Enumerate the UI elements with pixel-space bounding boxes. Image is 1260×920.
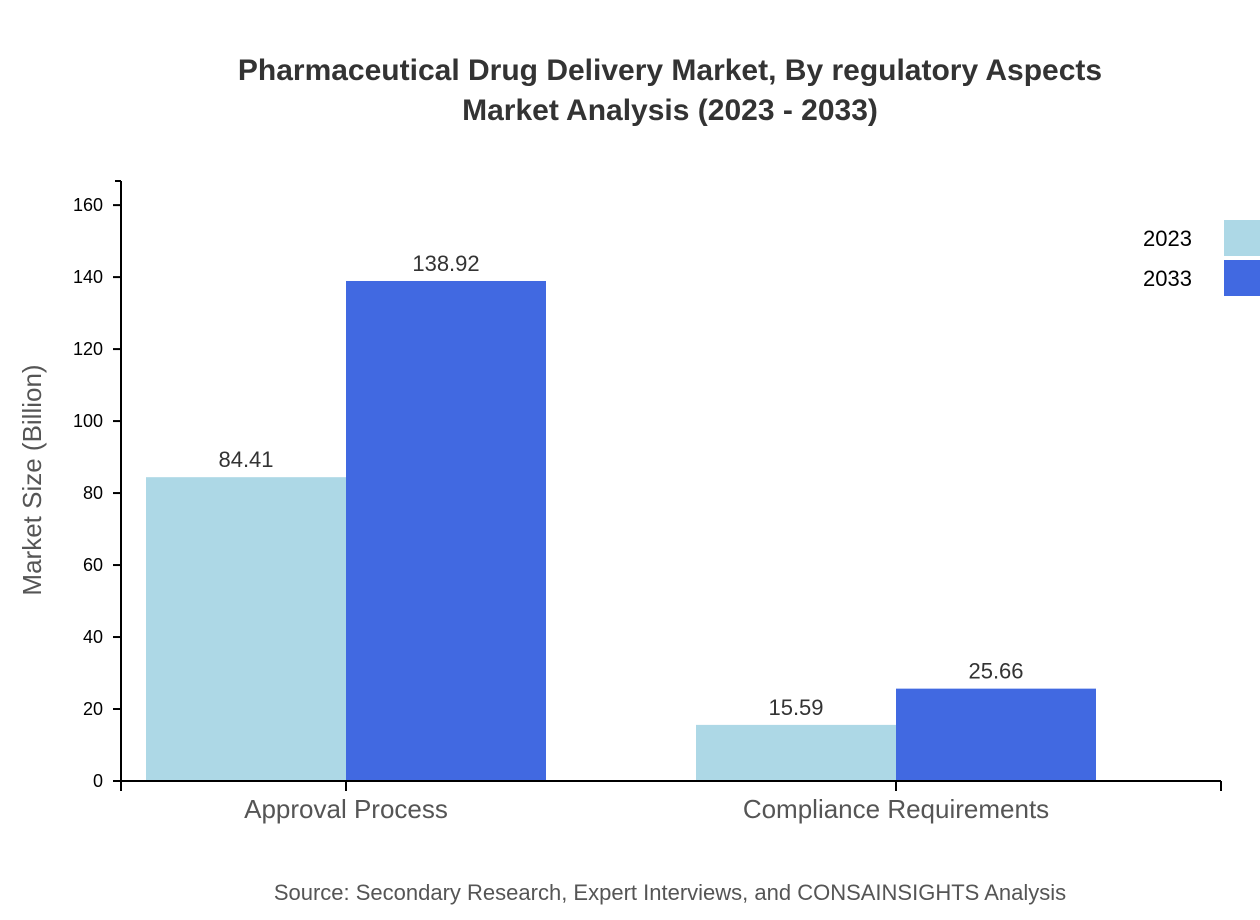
legend-label: 2033 — [1143, 266, 1192, 291]
x-tick-label: Approval Process — [244, 794, 448, 824]
y-tick-label: 40 — [83, 627, 103, 647]
y-tick-label: 140 — [73, 267, 103, 287]
y-tick-label: 100 — [73, 411, 103, 431]
y-axis-label: Market Size (Billion) — [17, 364, 47, 595]
y-tick-label: 60 — [83, 555, 103, 575]
bar-2033-1 — [896, 688, 1096, 781]
data-label: 15.59 — [768, 695, 823, 720]
y-tick-label: 160 — [73, 195, 103, 215]
y-tick-label: 0 — [93, 771, 103, 791]
chart-title: Pharmaceutical Drug Delivery Market, By … — [238, 54, 1102, 87]
source-note: Source: Secondary Research, Expert Inter… — [274, 880, 1066, 905]
legend-label: 2023 — [1143, 226, 1192, 251]
y-axis: 0 20 40 60 80 100 120 140 160 — [73, 180, 122, 791]
data-label: 25.66 — [968, 659, 1023, 684]
chart-subtitle: Market Analysis (2023 - 2033) — [462, 94, 878, 127]
bar-2023-0 — [146, 477, 346, 781]
legend-swatch-2023 — [1224, 220, 1260, 256]
data-label: 84.41 — [218, 447, 273, 472]
data-label: 138.92 — [412, 251, 479, 276]
legend: 2023 2033 — [1143, 220, 1260, 296]
bar-2033-0 — [346, 280, 546, 781]
y-tick-label: 120 — [73, 339, 103, 359]
legend-swatch-2033 — [1224, 260, 1260, 296]
y-tick-label: 80 — [83, 483, 103, 503]
bar-2023-1 — [696, 724, 896, 781]
x-tick-label: Compliance Requirements — [743, 794, 1049, 824]
x-axis: Approval Process Compliance Requirements — [120, 780, 1222, 824]
y-tick-label: 20 — [83, 699, 103, 719]
